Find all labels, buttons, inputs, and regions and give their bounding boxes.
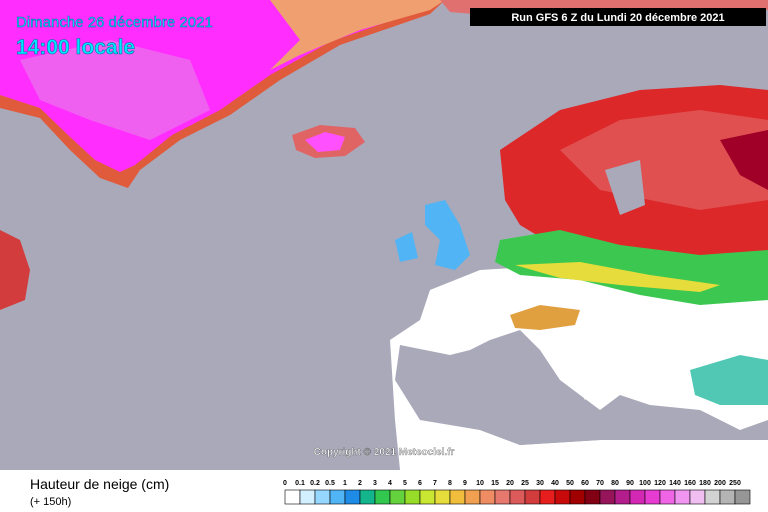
- legend-label: 20: [506, 480, 514, 487]
- legend-label: 7: [433, 480, 437, 487]
- legend-swatch: [719, 489, 736, 505]
- snow-band: [515, 262, 720, 292]
- legend-swatch: [359, 489, 376, 505]
- legend-title: Hauteur de neige (cm): [30, 476, 169, 492]
- legend-swatch: [569, 489, 586, 505]
- legend-swatch: [479, 489, 496, 505]
- legend-label: 9: [463, 480, 467, 487]
- legend-swatch: [509, 489, 526, 505]
- legend-swatch: [449, 489, 466, 505]
- legend-swatch: [599, 489, 616, 505]
- legend-swatch: [734, 489, 751, 505]
- legend-swatch: [689, 489, 706, 505]
- legend-label: 180: [699, 480, 711, 487]
- alps-snow: [510, 305, 580, 330]
- greenland-snow-light: [20, 40, 210, 140]
- run-box: [470, 8, 766, 26]
- legend: 0 0.1 0.2 0.5 1 2 3 4 5 6 7 8 9 10 15 20 25 30 40 50 60 70 80 9…: [283, 480, 751, 505]
- legend-swatch: [629, 489, 646, 505]
- legend-label: 200: [714, 480, 726, 487]
- legend-swatch: [404, 489, 421, 505]
- legend-swatch: [284, 489, 301, 505]
- baltic-sea: [605, 160, 645, 215]
- legend-label: 0: [283, 480, 287, 487]
- legend-swatch: [434, 489, 451, 505]
- legend-label: 40: [551, 480, 559, 487]
- legend-label: 250: [729, 480, 741, 487]
- legend-swatch: [374, 489, 391, 505]
- legend-label: 0.2: [310, 480, 320, 487]
- legend-swatch: [299, 489, 316, 505]
- legend-label: 140: [669, 480, 681, 487]
- legend-swatch: [524, 489, 541, 505]
- legend-label: 6: [418, 480, 422, 487]
- ireland: [395, 232, 418, 262]
- legend-swatch: [644, 489, 661, 505]
- legend-swatch: [314, 489, 331, 505]
- mediterranean: [430, 340, 740, 445]
- legend-swatch: [704, 489, 721, 505]
- legend-swatch: [389, 489, 406, 505]
- run-info: Run GFS 6 Z du Lundi 20 décembre 2021: [511, 12, 724, 24]
- uk: [425, 200, 470, 270]
- turkey-snow: [690, 355, 768, 405]
- date: Dimanche 26 décembre 2021: [16, 14, 213, 31]
- legend-swatch: [344, 489, 361, 505]
- legend-swatch: [329, 489, 346, 505]
- copyright: Copyright © 2021 Meteociel.fr: [314, 447, 455, 458]
- legend-label: 8: [448, 480, 452, 487]
- italy-balkans: [570, 320, 620, 400]
- legend-label: 0.1: [295, 480, 305, 487]
- legend-label: 15: [491, 480, 499, 487]
- legend-label: 160: [684, 480, 696, 487]
- legend-label: 100: [639, 480, 651, 487]
- iceland-snow: [305, 132, 345, 152]
- svalbard-coast: [270, 0, 445, 70]
- legend-label: 1: [343, 480, 347, 487]
- legend-swatch: [674, 489, 691, 505]
- legend-label: 3: [373, 480, 377, 487]
- legend-label: 4: [388, 480, 392, 487]
- legend-swatch: [539, 489, 556, 505]
- legend-label: 10: [476, 480, 484, 487]
- legend-label: 0.5: [325, 480, 335, 487]
- legend-swatch: [584, 489, 601, 505]
- legend-swatch: [494, 489, 511, 505]
- deep-snow: [720, 130, 768, 190]
- legend-label: 5: [403, 480, 407, 487]
- legend-swatch: [614, 489, 631, 505]
- legend-label: 90: [626, 480, 634, 487]
- legend-swatch: [464, 489, 481, 505]
- legend-label: 50: [566, 480, 574, 487]
- legend-label: 70: [596, 480, 604, 487]
- legend-label: 30: [536, 480, 544, 487]
- time: 14:00 locale: [16, 36, 135, 59]
- legend-label: 25: [521, 480, 529, 487]
- legend-label: 80: [611, 480, 619, 487]
- legend-label: 2: [358, 480, 362, 487]
- legend-swatch: [659, 489, 676, 505]
- legend-subtitle: (+ 150h): [30, 496, 71, 508]
- legend-label: 60: [581, 480, 589, 487]
- legend-label: 120: [654, 480, 666, 487]
- labrador: [0, 230, 30, 310]
- legend-swatch: [554, 489, 571, 505]
- legend-swatch: [419, 489, 436, 505]
